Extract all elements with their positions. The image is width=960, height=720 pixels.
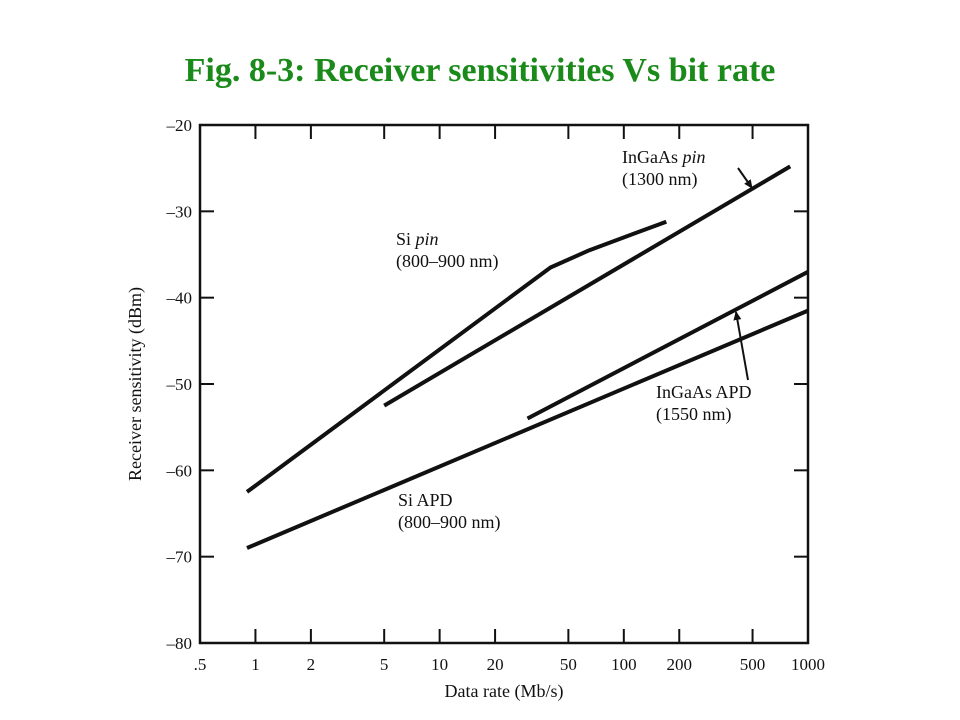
figure-title: Fig. 8-3: Receiver sensitivities Vs bit … xyxy=(184,52,776,89)
y-tick-label: –60 xyxy=(166,461,193,480)
y-tick-label: –40 xyxy=(166,289,193,308)
annotation-ingaas-apd-line: InGaAs APD xyxy=(656,382,752,402)
annotations-group: Si pin(800–900 nm)InGaAs pin(1300 nm)InG… xyxy=(396,147,753,533)
x-tick-label: 50 xyxy=(560,655,577,674)
annotation-si-pin-line: Si pin xyxy=(396,229,439,249)
y-tick-label: –80 xyxy=(166,634,193,653)
x-tick-label: 20 xyxy=(487,655,504,674)
x-tick-label: 100 xyxy=(611,655,637,674)
y-axis-title: Receiver sensitivity (dBm) xyxy=(125,287,146,481)
series-group xyxy=(245,164,809,550)
y-tick-label: –20 xyxy=(166,116,193,135)
series-line-si-apd xyxy=(246,308,809,550)
x-tick-label: .5 xyxy=(194,655,207,674)
x-tick-label: 2 xyxy=(307,655,316,674)
annotation-si-apd-line: (800–900 nm) xyxy=(398,512,501,533)
x-tick-label: 10 xyxy=(431,655,448,674)
x-tick-label: 200 xyxy=(667,655,693,674)
x-tick-label: 1000 xyxy=(791,655,825,674)
y-tick-label: –70 xyxy=(166,548,193,567)
y-tick-label: –30 xyxy=(166,202,193,221)
leader-arrow-ingaas-apd xyxy=(733,311,749,381)
ticks-group: –20 –30 –40 –50 –60 –70 –80.5 1 2 5 10 20 50 100 200 50… xyxy=(166,116,826,674)
annotation-ingaas-pin-line: InGaAs pin xyxy=(622,147,706,167)
leader-arrow-ingaas-pin xyxy=(737,167,753,189)
series-line-ingaas-apd xyxy=(526,270,809,421)
series-line-ingaas-pin xyxy=(383,164,792,408)
annotation-si-apd-line: Si APD xyxy=(398,490,453,510)
x-axis-title: Data rate (Mb/s) xyxy=(445,681,564,702)
annotation-ingaas-pin-line: (1300 nm) xyxy=(622,169,698,190)
series-line-si-pin xyxy=(245,219,667,494)
y-tick-label: –50 xyxy=(166,375,193,394)
x-tick-label: 5 xyxy=(380,655,389,674)
annotation-si-pin-line: (800–900 nm) xyxy=(396,251,499,272)
x-tick-label: 500 xyxy=(740,655,766,674)
x-tick-label: 1 xyxy=(251,655,260,674)
annotation-ingaas-apd-line: (1550 nm) xyxy=(656,404,732,425)
